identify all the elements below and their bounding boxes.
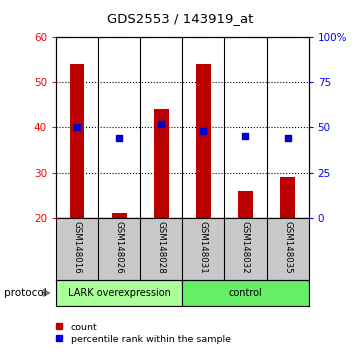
Text: GSM148026: GSM148026 bbox=[115, 221, 123, 274]
Text: GSM148016: GSM148016 bbox=[73, 221, 82, 274]
Bar bbox=[70, 64, 84, 218]
Bar bbox=[196, 64, 211, 218]
Bar bbox=[154, 109, 169, 218]
Point bbox=[200, 128, 206, 134]
Bar bbox=[182, 280, 309, 306]
Point bbox=[243, 134, 248, 139]
Bar bbox=[56, 280, 182, 306]
Text: GSM148032: GSM148032 bbox=[241, 221, 250, 274]
Text: GDS2553 / 143919_at: GDS2553 / 143919_at bbox=[107, 12, 254, 25]
Bar bbox=[280, 177, 295, 218]
Bar bbox=[238, 190, 253, 218]
Text: GSM148031: GSM148031 bbox=[199, 221, 208, 274]
Bar bbox=[112, 213, 126, 218]
Text: GSM148028: GSM148028 bbox=[157, 221, 166, 274]
Point bbox=[285, 136, 291, 141]
Text: LARK overexpression: LARK overexpression bbox=[68, 288, 170, 298]
Text: GSM148035: GSM148035 bbox=[283, 221, 292, 274]
Text: control: control bbox=[229, 288, 262, 298]
Point bbox=[74, 125, 80, 130]
Text: protocol: protocol bbox=[4, 288, 46, 298]
Point bbox=[158, 121, 164, 127]
Legend: count, percentile rank within the sample: count, percentile rank within the sample bbox=[52, 319, 234, 348]
Point bbox=[116, 136, 122, 141]
